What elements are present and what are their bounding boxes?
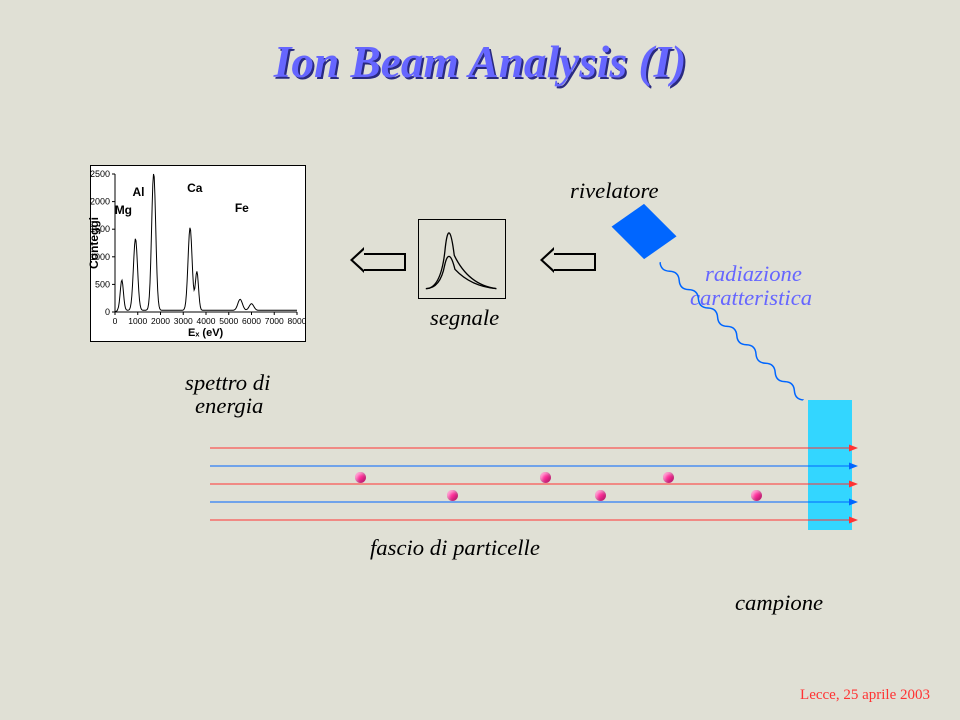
arrow-0 <box>350 247 404 273</box>
svg-text:0: 0 <box>113 316 118 326</box>
label-campione: campione <box>735 590 823 616</box>
svg-text:1500: 1500 <box>91 224 110 234</box>
svg-text:Ca: Ca <box>187 181 203 195</box>
svg-text:3000: 3000 <box>174 316 193 326</box>
svg-text:2500: 2500 <box>91 169 110 179</box>
svg-text:Fe: Fe <box>235 201 249 215</box>
beam-line-0 <box>210 443 858 453</box>
particle-dot-4 <box>663 472 674 483</box>
spectrum-box: Conteggi 0500100015002000250001000200030… <box>90 165 306 342</box>
footer-text: Lecce, 25 aprile 2003 <box>800 687 930 704</box>
svg-text:Mg: Mg <box>115 203 132 217</box>
label-fascio: fascio di particelle <box>370 535 540 561</box>
beam-line-4 <box>210 515 858 525</box>
spectrum-plot: 0 500 1000 1500 2000 2500 0 1000 2000 3000 4000500… <box>91 166 305 341</box>
arrow-1 <box>540 247 594 273</box>
label-rivelatore: rivelatore <box>570 178 659 204</box>
signal-box <box>418 219 506 299</box>
svg-text:2000: 2000 <box>151 316 170 326</box>
particle-dot-0 <box>355 472 366 483</box>
spectrum-xlabel: Eₓ (eV) <box>188 327 223 339</box>
svg-text:0: 0 <box>105 307 110 317</box>
beam-line-1 <box>210 461 858 471</box>
svg-text:1000: 1000 <box>128 316 147 326</box>
label-spettro2: energia <box>195 393 263 419</box>
detector <box>611 204 676 259</box>
svg-text:5000: 5000 <box>219 316 238 326</box>
particle-dot-3 <box>595 490 606 501</box>
svg-text:8000: 8000 <box>288 316 305 326</box>
svg-text:Al: Al <box>132 185 144 199</box>
label-radiazione: radiazione <box>705 261 802 287</box>
svg-text:6000: 6000 <box>242 316 261 326</box>
particle-dot-5 <box>751 490 762 501</box>
beam-line-2 <box>210 479 858 489</box>
particle-dot-2 <box>540 472 551 483</box>
svg-text:2000: 2000 <box>91 197 110 207</box>
page-title: Ion Beam Analysis (I) <box>0 36 960 88</box>
svg-text:500: 500 <box>95 279 110 289</box>
svg-text:4000: 4000 <box>197 316 216 326</box>
signal-curves <box>419 220 505 298</box>
svg-text:1000: 1000 <box>91 252 110 262</box>
particle-dot-1 <box>447 490 458 501</box>
svg-text:7000: 7000 <box>265 316 284 326</box>
label-segnale: segnale <box>430 305 499 331</box>
page: { "title": { "text": "Ion Beam Analysis … <box>0 0 960 720</box>
